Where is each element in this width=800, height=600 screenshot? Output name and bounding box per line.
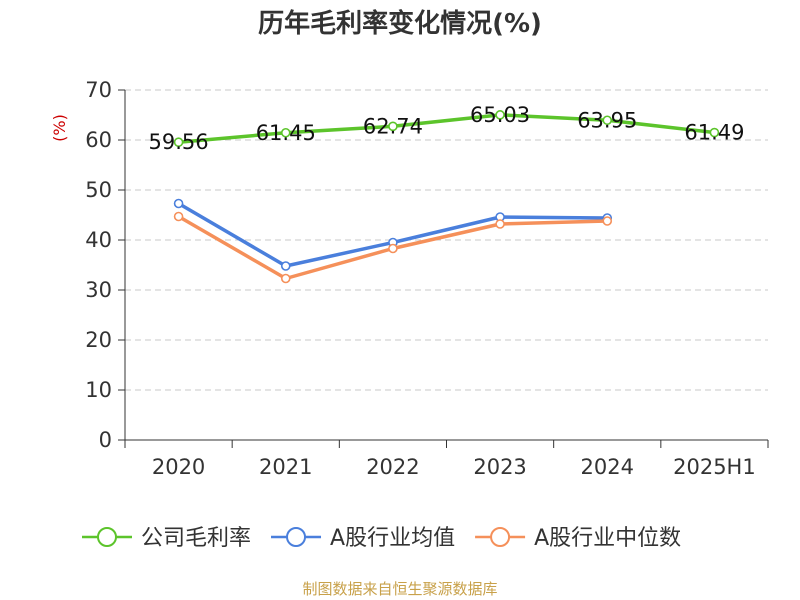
data-point[interactable] (173, 137, 184, 147)
legend-item-0[interactable]: 公司毛利率 (82, 526, 251, 551)
legend-swatch-marker (490, 527, 511, 547)
data-point[interactable] (602, 115, 613, 126)
x-tick-label: 2020 (152, 455, 205, 479)
y-tick-label: 60 (85, 128, 112, 152)
series-1 (173, 198, 613, 271)
x-tick-label: 2021 (259, 455, 312, 479)
legend-label: 公司毛利率 (141, 526, 251, 551)
data-point[interactable] (280, 261, 291, 271)
x-tick-label: 2023 (473, 455, 526, 479)
data-point[interactable] (495, 110, 505, 120)
legend-swatch-marker (97, 527, 117, 547)
x-tick-label: 2024 (581, 455, 634, 479)
y-tick-label: 20 (85, 328, 112, 352)
y-tick-label: 0 (99, 428, 112, 452)
data-label: 65.03 (470, 103, 530, 127)
y-tick-label: 50 (85, 178, 112, 202)
data-point[interactable] (173, 211, 184, 222)
series-line (176, 113, 717, 144)
data-label: 62.74 (363, 114, 423, 138)
data-label: 61.49 (684, 121, 744, 145)
data-point[interactable] (388, 243, 398, 254)
data-point[interactable] (173, 198, 184, 209)
y-tick-label: 10 (85, 378, 112, 402)
data-point[interactable] (709, 127, 720, 138)
data-label: 61.45 (256, 121, 316, 145)
axes: 0 10 20 30 40 50 60 70 2020 2021 2022 2023 2024 2025H… (85, 78, 769, 479)
y-tick-label: 30 (85, 278, 112, 302)
legend-label: A股行业中位数 (534, 526, 681, 551)
data-label: 59.56 (149, 130, 209, 154)
data-point[interactable] (602, 216, 613, 226)
series-2 (173, 211, 613, 284)
legend-item-1[interactable]: A股行业均值 (271, 526, 455, 551)
data-labels: 59.56 61.45 62.74 65.03 63.95 61.49 (149, 103, 745, 154)
data-point[interactable] (388, 121, 398, 132)
y-axis-unit: (%) (50, 114, 69, 142)
data-label: 63.95 (577, 108, 637, 132)
legend-label: A股行业均值 (330, 526, 455, 551)
y-tick-label: 40 (85, 228, 112, 252)
series (173, 110, 720, 284)
data-point[interactable] (280, 273, 291, 284)
series-line (176, 201, 609, 268)
chart-title: 历年毛利率变化情况(%) (258, 8, 542, 39)
source-note: 制图数据来自恒生聚源数据库 (302, 580, 497, 598)
x-tick-label: 2022 (366, 455, 419, 479)
data-point[interactable] (495, 219, 505, 229)
y-tick-label: 70 (85, 78, 112, 102)
legend-item-2[interactable]: A股行业中位数 (475, 526, 681, 551)
grid (125, 89, 768, 391)
legend-swatch-marker (286, 527, 307, 547)
data-point[interactable] (280, 127, 291, 138)
legend[interactable]: 公司毛利率 A股行业均值 A股行业中位数 (82, 526, 681, 551)
x-tick-label: 2025H1 (673, 455, 756, 479)
series-0 (173, 110, 720, 147)
